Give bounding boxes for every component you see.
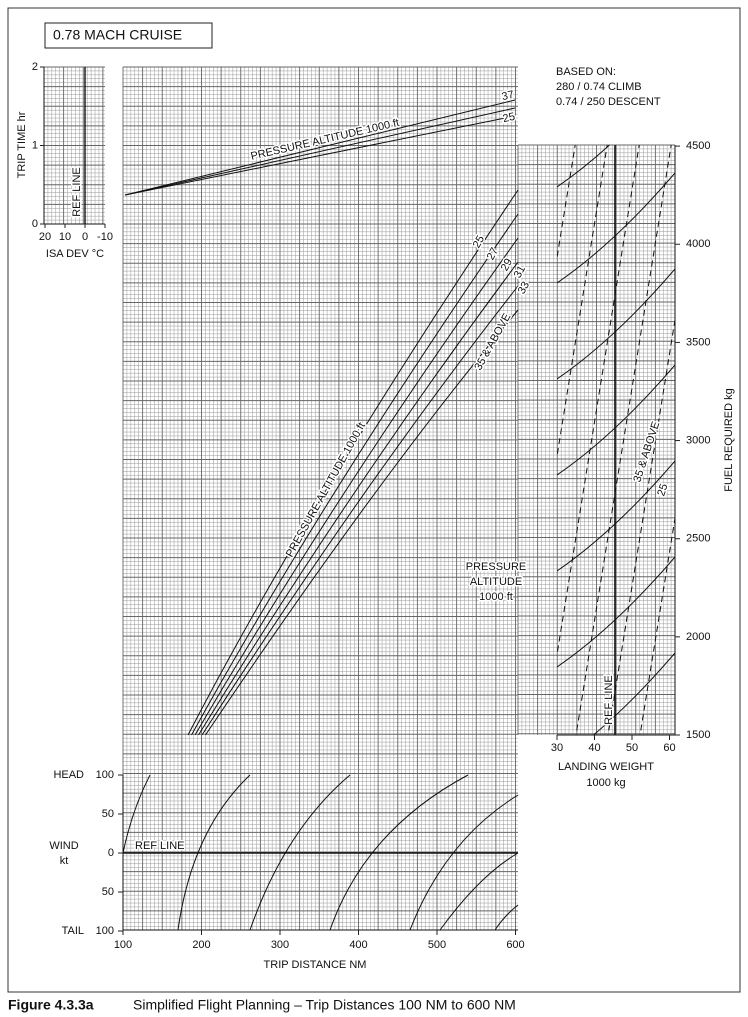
curve [557,145,640,658]
chart-title: 0.78 MACH CRUISE [53,27,182,43]
tick-label: 4000 [686,238,710,250]
tick-label: 4500 [686,140,710,152]
curve [557,268,675,380]
curve [194,237,519,736]
curve [329,774,469,931]
curve [198,261,519,736]
axis-label: FUEL REQUIRED kg [723,388,735,492]
tick-label: -10 [97,231,113,243]
tick-label: 50 [626,742,638,754]
tick-label: 50 [102,808,114,820]
curve-title: PRESSURE [466,561,527,573]
note: BASED ON: [556,66,616,78]
curve [575,145,672,735]
tick-label: 300 [271,939,289,951]
tick-label: 1500 [686,729,710,741]
tick-label: 10 [59,231,71,243]
tick-label: 30 [551,742,563,754]
axis-label: HEAD [53,769,84,781]
curve-title: 1000 ft [479,591,513,603]
curve [409,794,519,931]
curve [557,556,675,668]
curve [124,115,516,196]
curve [557,364,675,476]
note: 280 / 0.74 CLIMB [556,81,642,93]
ref-line-label: REF LINE [135,840,185,852]
tick-label: 0 [32,218,38,230]
title-box [44,22,213,49]
curve [205,309,519,736]
curve [124,107,516,196]
tick-label: 60 [663,742,675,754]
tick-label: 600 [506,939,524,951]
curve [557,145,608,460]
fuel-curves [557,145,675,735]
curve [187,189,519,736]
curve [592,652,675,735]
tick-label: 0 [108,847,114,859]
frame [7,7,741,993]
curve-title: PRESSURE ALTITUDE 1000 ft [284,421,368,560]
curve [557,172,675,284]
curve-title: ALTITUDE [470,576,522,588]
curve [607,316,675,735]
axis-label: LANDING WEIGHT [558,761,654,773]
tick-label: 100 [114,939,132,951]
tick-label: 3000 [686,434,710,446]
tick-label: 2000 [686,631,710,643]
tick-label: 2500 [686,533,710,545]
tick-label: 400 [349,939,367,951]
caption-text: Simplified Flight Planning – Trip Distan… [133,997,516,1013]
axis-label: kt [60,855,69,867]
tick-label: 500 [428,939,446,951]
tick-label: 3500 [686,336,710,348]
curve [201,285,519,736]
axis-label: 1000 kg [586,777,625,789]
note: 0.74 / 250 DESCENT [556,96,661,108]
tick-label: 40 [588,742,600,754]
curve-label: 37 [501,89,516,103]
curve [177,774,251,931]
tick-label: 20 [39,231,51,243]
tick-label: 100 [96,925,114,937]
ref-line-label: REF LINE [71,167,83,217]
curve [191,213,519,736]
ref-line-label: REF LINE [603,675,615,725]
curve [124,99,516,196]
axis-label: TRIP DISTANCE NM [264,959,367,971]
curve [249,774,351,931]
tick-label: 100 [96,769,114,781]
curve [439,852,519,931]
curve-label: 25 [502,111,517,125]
axis-label: TAIL [62,925,84,937]
axis-label: TRIP TIME hr [16,111,28,178]
curve [557,460,675,572]
curve [494,904,519,931]
tick-label: 50 [102,886,114,898]
tick-label: 2 [32,61,38,73]
tick-label: 1 [32,139,38,151]
axis-label: ISA DEV °C [46,248,104,260]
tick-label: 200 [192,939,210,951]
curve [122,774,151,854]
caption-figure: Figure 4.3.3a [8,997,94,1013]
curve-label: 25 [655,482,670,497]
axis-label: WIND [49,840,78,852]
tick-label: 0 [82,231,88,243]
